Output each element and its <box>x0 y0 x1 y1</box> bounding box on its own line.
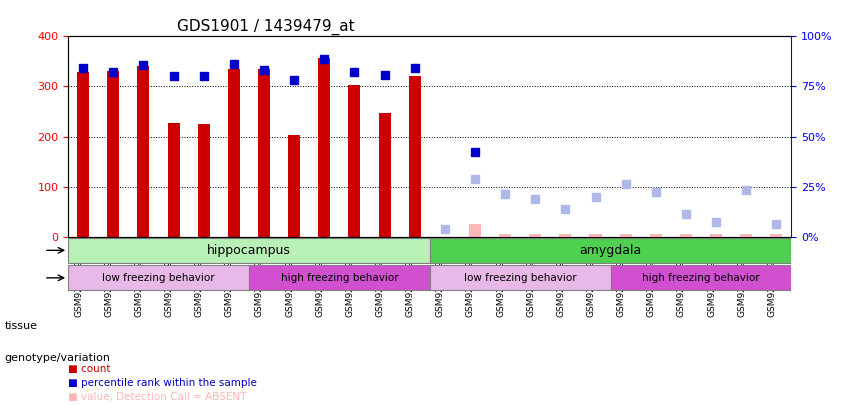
Text: GSM92420: GSM92420 <box>406 239 414 284</box>
Bar <box>348 85 361 237</box>
Bar <box>740 234 752 237</box>
Text: GSM92426: GSM92426 <box>586 239 596 284</box>
Bar <box>590 234 602 237</box>
Text: GSM92418: GSM92418 <box>346 239 354 284</box>
Bar <box>529 234 541 237</box>
Bar <box>710 234 722 237</box>
Bar <box>650 234 662 237</box>
Text: amygdala: amygdala <box>580 244 642 257</box>
Text: GSM92429: GSM92429 <box>677 239 686 284</box>
Text: GDS1901 / 1439479_at: GDS1901 / 1439479_at <box>176 19 354 35</box>
Text: GSM92433: GSM92433 <box>768 268 776 317</box>
Text: GSM92430: GSM92430 <box>707 268 716 317</box>
Bar <box>228 70 240 237</box>
Text: low freezing behavior: low freezing behavior <box>464 273 576 283</box>
Text: GSM92424: GSM92424 <box>526 239 535 284</box>
Text: GSM92426: GSM92426 <box>586 268 596 317</box>
Text: GSM92427: GSM92427 <box>617 268 625 317</box>
Text: GSM92411: GSM92411 <box>134 268 144 317</box>
Text: GSM92432: GSM92432 <box>737 239 746 284</box>
Bar <box>770 234 782 237</box>
Text: GSM92429: GSM92429 <box>677 268 686 317</box>
Text: high freezing behavior: high freezing behavior <box>643 273 760 283</box>
Bar <box>77 72 89 237</box>
Text: GSM92419: GSM92419 <box>375 239 385 284</box>
Text: ■ percentile rank within the sample: ■ percentile rank within the sample <box>68 378 257 388</box>
FancyBboxPatch shape <box>68 265 248 290</box>
Text: GSM92420: GSM92420 <box>406 268 414 317</box>
FancyBboxPatch shape <box>248 265 430 290</box>
Text: GSM92424: GSM92424 <box>526 268 535 317</box>
Text: GSM92416: GSM92416 <box>285 268 294 317</box>
Bar <box>168 122 180 237</box>
Bar <box>620 234 631 237</box>
Text: ■ value, Detection Call = ABSENT: ■ value, Detection Call = ABSENT <box>68 392 247 402</box>
Text: tissue: tissue <box>4 321 37 331</box>
Text: GSM92421: GSM92421 <box>436 268 445 317</box>
Text: low freezing behavior: low freezing behavior <box>102 273 214 283</box>
Bar <box>680 234 692 237</box>
Bar <box>408 77 420 237</box>
Text: GSM92409: GSM92409 <box>74 239 83 284</box>
Bar <box>318 58 330 237</box>
Bar <box>379 113 391 237</box>
Text: GSM92422: GSM92422 <box>466 239 475 284</box>
Text: GSM92414: GSM92414 <box>225 268 234 317</box>
FancyBboxPatch shape <box>430 265 610 290</box>
Text: GSM92418: GSM92418 <box>346 268 354 317</box>
Bar <box>559 234 571 237</box>
Text: GSM92413: GSM92413 <box>195 268 203 317</box>
Text: GSM92428: GSM92428 <box>647 268 656 317</box>
Text: GSM92410: GSM92410 <box>105 268 113 317</box>
Text: GSM92425: GSM92425 <box>557 268 565 317</box>
Text: GSM92414: GSM92414 <box>225 239 234 284</box>
Bar <box>469 224 481 237</box>
Text: GSM92416: GSM92416 <box>285 239 294 284</box>
Text: GSM92433: GSM92433 <box>768 239 776 284</box>
Text: GSM92422: GSM92422 <box>466 268 475 317</box>
FancyBboxPatch shape <box>610 265 791 290</box>
Bar <box>288 135 300 237</box>
Bar <box>499 234 511 237</box>
Text: GSM92409: GSM92409 <box>74 268 83 317</box>
Text: GSM92423: GSM92423 <box>496 268 505 317</box>
Bar <box>469 224 481 237</box>
FancyBboxPatch shape <box>68 238 430 263</box>
Bar <box>258 70 270 237</box>
Text: GSM92432: GSM92432 <box>737 268 746 317</box>
Text: GSM92421: GSM92421 <box>436 239 445 284</box>
Text: GSM92417: GSM92417 <box>315 268 324 317</box>
Text: high freezing behavior: high freezing behavior <box>281 273 398 283</box>
Bar <box>107 71 119 237</box>
Text: GSM92412: GSM92412 <box>164 239 174 284</box>
Text: GSM92428: GSM92428 <box>647 239 656 284</box>
Text: GSM92430: GSM92430 <box>707 239 716 284</box>
Bar <box>197 124 209 237</box>
Text: GSM92427: GSM92427 <box>617 239 625 284</box>
Text: GSM92425: GSM92425 <box>557 239 565 284</box>
Text: GSM92415: GSM92415 <box>255 268 264 317</box>
Bar <box>137 66 150 237</box>
Text: GSM92411: GSM92411 <box>134 239 144 284</box>
Text: GSM92412: GSM92412 <box>164 268 174 317</box>
Text: GSM92423: GSM92423 <box>496 239 505 284</box>
Text: ■ count: ■ count <box>68 364 111 373</box>
Text: genotype/variation: genotype/variation <box>4 354 111 363</box>
Text: hippocampus: hippocampus <box>207 244 291 257</box>
Text: GSM92415: GSM92415 <box>255 239 264 284</box>
FancyBboxPatch shape <box>430 238 791 263</box>
Text: GSM92410: GSM92410 <box>105 239 113 284</box>
Text: GSM92413: GSM92413 <box>195 239 203 284</box>
Text: GSM92417: GSM92417 <box>315 239 324 284</box>
Text: GSM92419: GSM92419 <box>375 268 385 317</box>
